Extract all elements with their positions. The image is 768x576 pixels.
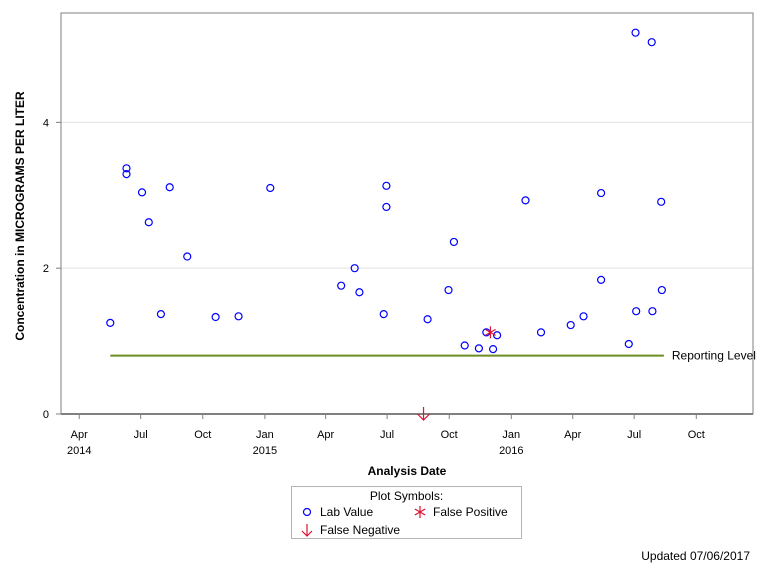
x-tick-label: Oct [441,429,458,441]
lab-value-point [156,310,166,319]
lab-value-point [596,188,606,198]
lab-value-point [337,281,346,290]
lab-value-point [165,183,174,192]
data-points [106,28,666,421]
lab-value-point [493,331,502,340]
reporting-level-label: Reporting Level [672,349,756,363]
asterisk-marker-icon [414,506,426,518]
circle-marker-icon [302,507,312,517]
y-tick-label: 4 [43,117,49,129]
lab-value-point [632,307,641,316]
x-tick-label: Oct [688,429,705,441]
legend-label-false-negative: False Negative [320,523,401,537]
lab-value-point [460,341,469,350]
lab-value-point [423,315,432,324]
x-axis-title: Analysis Date [368,464,447,478]
legend-item-false-negative: False Negative [300,523,400,537]
legend: Plot Symbols: Lab Value False Positive F… [291,486,522,539]
axes: 0 2 4 Apr 2014 Jul Oct Jan 2015 Apr Jul Oct Jan 2016 A… [43,12,754,457]
x-tick-label: Jul [380,429,394,441]
x-tick-label: Jul [627,429,641,441]
x-tick-label: Jan [502,429,520,441]
lab-value-point [382,202,391,212]
lab-value-point [579,312,588,321]
x-tick-label: Oct [194,429,211,441]
lab-value-point [648,307,657,316]
lab-value-point [379,310,388,319]
down-arrow-marker-icon [301,524,313,537]
lab-value-point [211,312,220,322]
lab-value-point [355,288,364,297]
y-tick-label: 2 [43,263,49,275]
lab-value-point [566,320,575,330]
legend-title: Plot Symbols: [369,489,444,503]
lab-value-point [106,318,115,327]
legend-item-lab-value: Lab Value [300,505,373,519]
legend-item-false-positive: False Positive [413,505,508,519]
x-tick-label: Apr [564,429,581,441]
lab-value-point [474,344,484,353]
lab-value-point [657,285,666,295]
y-axis-title: Concentration in MICROGRAMS PER LITER [13,91,27,341]
lab-value-point [144,218,153,227]
x-tick-label: Jan [256,429,274,441]
reporting-level-layer: Reporting Level [110,349,756,363]
lab-value-point [657,197,666,206]
legend-label-false-positive: False Positive [433,505,508,519]
plot-frame [60,12,754,415]
lab-value-point [624,339,633,349]
false-positive-point [484,326,496,339]
x-tick-label: Jul [134,429,148,441]
x-tick-label: Apr [71,429,88,441]
lab-value-point [137,188,147,197]
y-tick-label: 0 [43,409,49,421]
updated-date: Updated 07/06/2017 [641,549,750,563]
lab-value-point [183,252,192,261]
lab-value-point [647,38,656,47]
x-tick-year-label: 2015 [253,445,277,457]
lab-value-point [536,328,546,337]
lab-value-point [488,345,498,354]
lab-value-point [631,28,640,37]
lab-value-point [122,170,131,179]
lab-value-point [122,164,131,173]
lab-value-point [382,181,391,190]
x-tick-label: Apr [317,429,334,441]
lab-value-point [521,196,530,205]
lab-value-point [444,285,453,295]
legend-label-lab-value: Lab Value [320,505,374,519]
lab-value-point [266,183,275,193]
lab-value-point [596,275,606,284]
grid-lines [61,121,753,269]
false-negative-point [417,407,430,421]
lab-value-point [449,237,459,247]
x-tick-year-label: 2014 [67,445,91,457]
x-tick-year-label: 2016 [499,445,523,457]
lab-value-point [234,312,243,321]
lab-value-point [350,264,359,273]
